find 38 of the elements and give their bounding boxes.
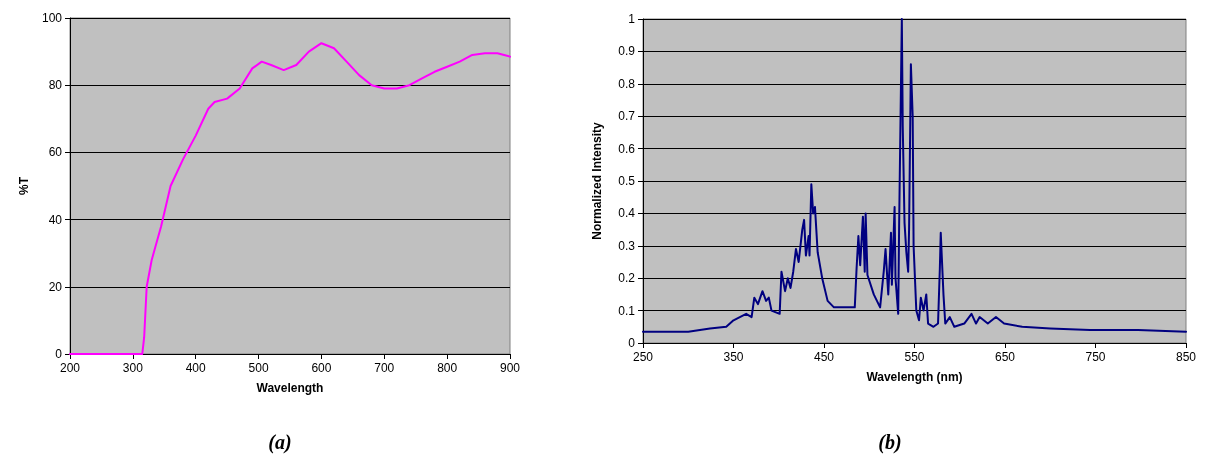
y-tick-label: 0.9 xyxy=(618,44,636,59)
y-tick-label: 1 xyxy=(628,12,636,26)
x-axis-title: Wavelength xyxy=(256,381,324,395)
y-axis-title: %T xyxy=(17,176,31,195)
y-tick-label: 40 xyxy=(48,212,63,227)
y-axis-title: Normalized Intensity xyxy=(590,122,604,240)
x-tick-label: 300 xyxy=(122,361,144,375)
y-tick-label: 0.3 xyxy=(618,238,636,253)
y-tick-label: 80 xyxy=(48,78,63,93)
x-tick-label: 350 xyxy=(723,350,744,364)
y-tick-label: 0.2 xyxy=(618,271,636,286)
y-tick-label: 0.7 xyxy=(618,109,636,124)
y-tick-label: 100 xyxy=(41,11,63,25)
x-tick-label: 500 xyxy=(248,361,269,375)
y-tick-label: 0.4 xyxy=(618,206,636,221)
text: (b) xyxy=(878,431,902,454)
x-tick-label: 600 xyxy=(311,361,332,375)
text: (a) xyxy=(268,431,292,454)
x-tick-label: 900 xyxy=(499,361,521,375)
y-tick-label: 0 xyxy=(55,347,63,361)
x-tick-label: 200 xyxy=(59,361,81,375)
x-tick-label: 700 xyxy=(374,361,395,375)
y-tick-label: 0.1 xyxy=(618,303,636,318)
x-tick-label: 850 xyxy=(1175,350,1197,364)
y-tick-label: 0.6 xyxy=(618,141,636,156)
y-tick-label: 0.8 xyxy=(618,76,636,91)
x-tick-label: 750 xyxy=(1085,350,1106,364)
x-axis-title: Wavelength (nm) xyxy=(866,370,963,384)
y-tick-label: 60 xyxy=(48,145,63,160)
x-tick-label: 450 xyxy=(813,350,835,364)
x-tick-label: 550 xyxy=(904,350,925,364)
x-tick-label: 400 xyxy=(185,361,207,375)
y-tick-label: 20 xyxy=(48,279,63,294)
y-tick-label: 0 xyxy=(628,336,636,350)
x-tick-label: 250 xyxy=(632,350,654,364)
x-tick-label: 650 xyxy=(994,350,1016,364)
x-tick-label: 800 xyxy=(437,361,458,375)
y-tick-label: 0.5 xyxy=(618,174,636,188)
